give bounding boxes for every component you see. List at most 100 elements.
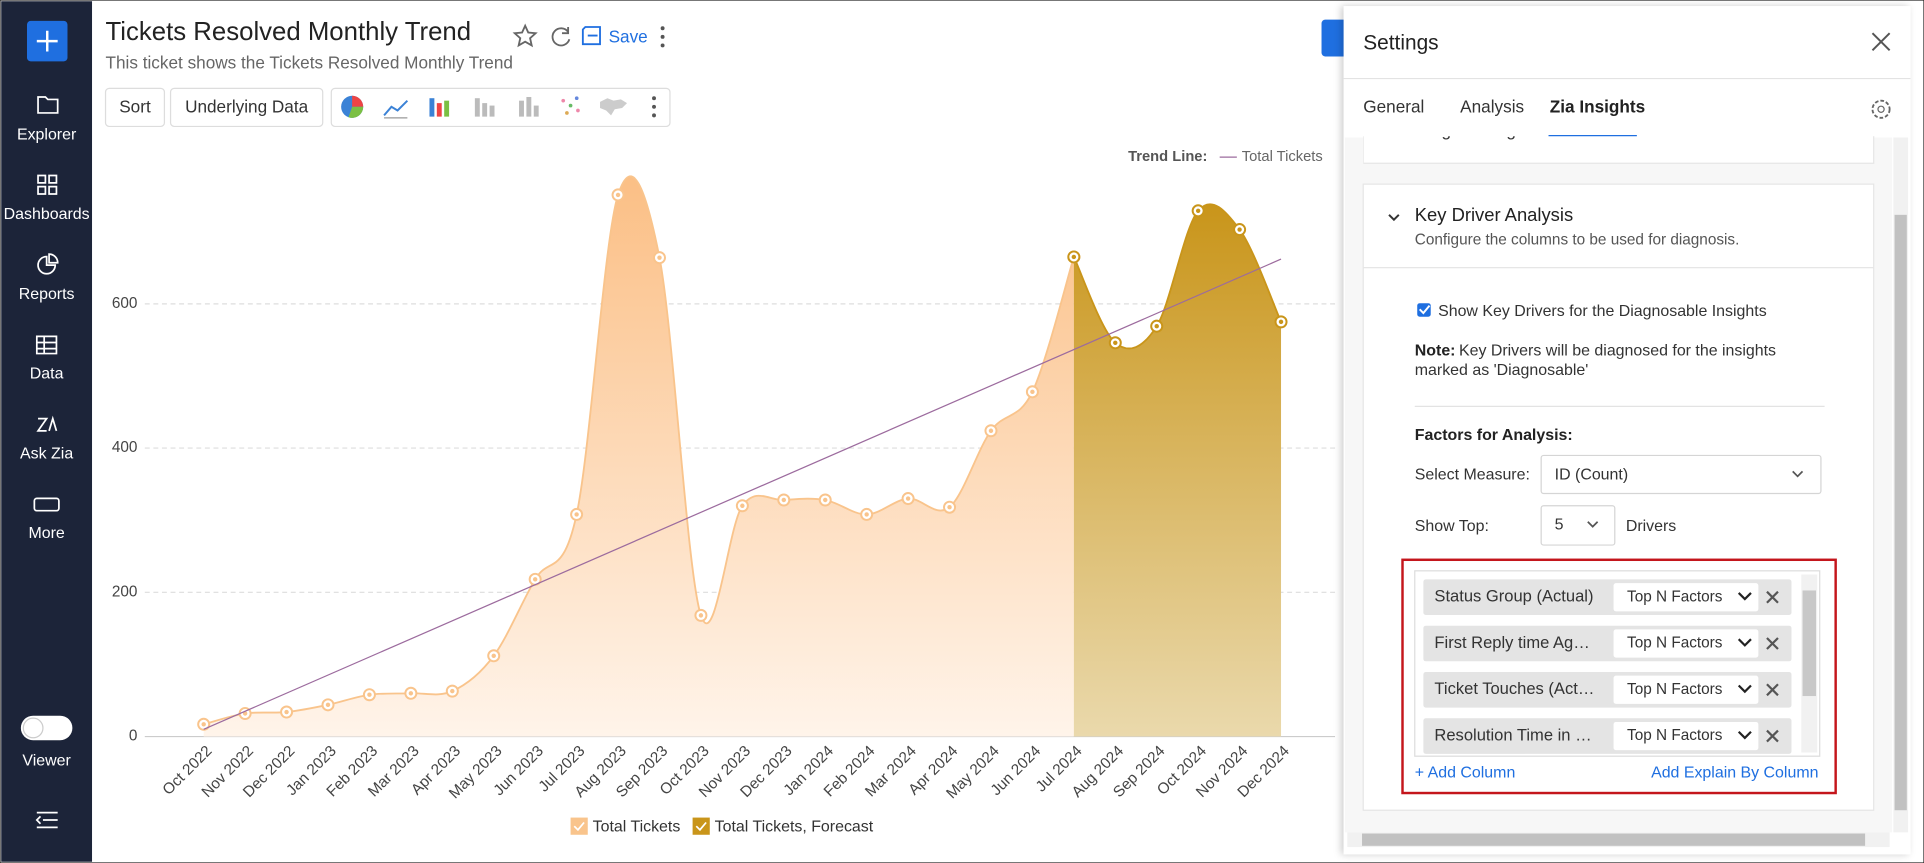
data-point-dot <box>1113 340 1118 345</box>
legend-swatch[interactable] <box>570 817 588 835</box>
column-name: Ticket Touches (Act… <box>1434 679 1594 698</box>
nav-more[interactable]: More <box>28 525 64 542</box>
settings-gear[interactable] <box>1871 99 1891 119</box>
refresh-icon[interactable] <box>551 27 571 47</box>
save-button[interactable]: Save <box>609 27 648 47</box>
data-point-dot <box>1030 389 1035 395</box>
y-tick-label: 600 <box>112 295 138 312</box>
nav-askzia[interactable]: Ask Zia <box>20 445 73 462</box>
remove-column[interactable] <box>1766 590 1779 604</box>
toggle-knob <box>22 717 44 739</box>
remove-column[interactable] <box>1766 637 1779 650</box>
y-tick-label: 0 <box>129 728 138 745</box>
remove-column[interactable] <box>1766 683 1779 697</box>
panel-title: Settings <box>1363 32 1438 55</box>
mode-select[interactable] <box>1613 721 1759 751</box>
column-name: Status Group (Actual) <box>1434 587 1593 606</box>
mode-chevron <box>1737 592 1752 601</box>
data-point-dot <box>781 497 787 503</box>
data-point-dot <box>947 505 952 510</box>
data-point-dot <box>532 577 538 582</box>
mode-value: Top N Factors <box>1627 727 1723 744</box>
area-fill <box>1073 204 1282 737</box>
mode-select[interactable] <box>1613 583 1759 612</box>
measure-value: ID (Count) <box>1555 466 1628 483</box>
data-icon <box>35 335 58 355</box>
save-icon <box>581 26 601 46</box>
measure-label: Select Measure: <box>1415 466 1530 483</box>
note-label: Note: <box>1415 342 1456 359</box>
legend-label: Total Tickets, Forecast <box>715 819 874 836</box>
collapsed-section-title: Insight Categories <box>1415 120 1553 140</box>
section-title: Key Driver Analysis <box>1415 204 1573 225</box>
data-point-dot <box>1237 227 1242 232</box>
y-tick-label: 200 <box>112 583 138 600</box>
legend-check <box>695 821 707 832</box>
plus-icon <box>36 30 58 52</box>
collapsed-section[interactable] <box>1363 98 1875 164</box>
data-point-dot <box>1195 208 1201 214</box>
data-point-dot <box>367 692 372 697</box>
note-text: marked as 'Diagnosable' <box>1415 362 1588 379</box>
legend-label: Total Tickets <box>593 819 681 836</box>
askzia-icon <box>36 415 58 432</box>
mode-select[interactable] <box>1613 675 1759 704</box>
legend-swatch[interactable] <box>692 817 710 835</box>
reports-icon <box>37 253 59 275</box>
section-description: Configure the columns to be used for dia… <box>1415 232 1740 249</box>
top-dropdown[interactable] <box>1540 505 1616 546</box>
underlying-data-button[interactable] <box>169 87 324 128</box>
dropdown-chevron <box>1792 470 1804 478</box>
favorite-icon[interactable] <box>512 23 538 48</box>
factors-title: Factors for Analysis: <box>1415 427 1573 444</box>
top-label: Show Top: <box>1415 518 1489 535</box>
panel-scroll-thumb[interactable] <box>1894 214 1907 811</box>
data-point-dot <box>698 613 704 618</box>
h-scroll-thumb[interactable] <box>1362 833 1866 846</box>
top-value: 5 <box>1555 517 1564 534</box>
add-column-link[interactable]: + Add Column <box>1415 765 1516 782</box>
tab-general[interactable]: General <box>1363 97 1424 117</box>
section-chevron[interactable] <box>1388 214 1400 222</box>
nav-reports[interactable]: Reports <box>19 286 75 303</box>
measure-dropdown[interactable] <box>1540 454 1822 495</box>
legend-check <box>573 821 585 832</box>
explorer-icon <box>37 96 59 114</box>
dashboards-icon <box>37 174 58 195</box>
data-point-dot <box>1278 319 1284 325</box>
data-point-dot <box>657 255 662 260</box>
data-point-dot <box>823 497 828 503</box>
nav-explorer[interactable]: Explorer <box>17 126 77 143</box>
remove-column[interactable] <box>1766 729 1779 743</box>
data-point-dot <box>615 192 621 198</box>
add-explain-link[interactable]: Add Explain By Column <box>1651 765 1818 782</box>
data-point-dot <box>740 503 745 508</box>
checkbox[interactable] <box>1417 303 1431 317</box>
close-button[interactable] <box>1871 32 1891 52</box>
sort-button[interactable] <box>104 87 166 128</box>
collapse-icon[interactable] <box>35 811 58 829</box>
underlying-data-label: Underlying Data <box>185 97 309 117</box>
tab-zia-insights[interactable]: Zia Insights <box>1550 97 1645 117</box>
check-mark <box>1418 305 1431 315</box>
chart-type-icons[interactable] <box>341 95 656 119</box>
nav-data[interactable]: Data <box>30 366 64 383</box>
mode-select[interactable] <box>1613 629 1759 658</box>
tab-analysis[interactable]: Analysis <box>1460 97 1524 117</box>
data-point-dot <box>491 653 496 658</box>
data-point-dot <box>284 709 289 715</box>
nav-dashboards[interactable]: Dashboards <box>4 206 90 223</box>
column-rows: Status Group (Actual) Top N Factors First … <box>1423 579 1792 754</box>
list-scroll-thumb[interactable] <box>1802 590 1817 697</box>
more-menu[interactable] <box>660 26 665 48</box>
dropdown-chevron <box>1587 521 1599 528</box>
column-name: Resolution Time in … <box>1434 725 1591 744</box>
data-point-dot <box>905 496 911 501</box>
mode-value: Top N Factors <box>1627 635 1723 652</box>
data-point-dot <box>450 688 455 694</box>
data-point-dot <box>574 512 579 517</box>
report-subtitle: This ticket shows the Tickets Resolved M… <box>106 52 513 72</box>
viewer-label: Viewer <box>22 752 71 769</box>
mode-value: Top N Factors <box>1627 588 1723 605</box>
